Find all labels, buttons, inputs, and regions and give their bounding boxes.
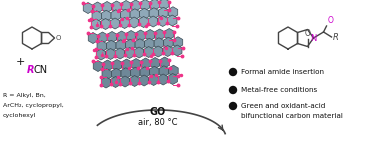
Polygon shape [93,2,102,13]
Polygon shape [150,58,160,68]
Polygon shape [88,33,98,43]
Polygon shape [150,0,160,10]
Polygon shape [150,66,159,77]
Polygon shape [140,67,150,78]
Polygon shape [159,7,168,18]
Polygon shape [116,40,125,51]
Polygon shape [149,8,159,19]
Text: cyclohexyl: cyclohexyl [3,113,36,119]
Polygon shape [120,76,130,87]
Polygon shape [102,2,112,12]
Circle shape [229,68,237,76]
Polygon shape [110,18,120,29]
Polygon shape [155,29,164,40]
Polygon shape [92,11,102,22]
Polygon shape [97,41,107,52]
Text: O: O [327,16,333,25]
Polygon shape [96,49,106,60]
Polygon shape [159,66,169,77]
Polygon shape [112,1,121,12]
Circle shape [229,86,237,93]
Polygon shape [130,67,140,78]
Polygon shape [153,46,163,57]
Polygon shape [139,8,149,19]
Polygon shape [101,18,110,30]
Text: +: + [15,57,25,67]
Polygon shape [129,17,139,28]
Polygon shape [164,29,174,39]
Polygon shape [98,32,107,43]
Polygon shape [172,45,182,56]
Polygon shape [102,69,112,80]
Polygon shape [93,60,103,72]
Text: Green and oxidant-acid: Green and oxidant-acid [241,103,325,109]
Polygon shape [135,39,145,50]
Text: O: O [56,35,61,41]
Polygon shape [168,74,177,84]
Circle shape [229,103,237,109]
Text: air, 80 °C: air, 80 °C [138,119,178,128]
Polygon shape [121,1,131,12]
Polygon shape [117,31,126,42]
Text: N: N [310,34,317,42]
Polygon shape [131,0,140,11]
Polygon shape [164,37,173,48]
Polygon shape [112,59,122,70]
Polygon shape [160,57,169,68]
Polygon shape [121,68,130,79]
Polygon shape [141,58,150,69]
Text: R = Alkyl, Bn,: R = Alkyl, Bn, [3,93,46,99]
Polygon shape [139,16,149,28]
Polygon shape [158,74,168,85]
Polygon shape [167,15,177,26]
Polygon shape [107,40,116,51]
Polygon shape [103,60,112,71]
Polygon shape [102,10,111,21]
Polygon shape [106,49,115,59]
Polygon shape [154,38,164,49]
Text: ArCH₂, cyclopropyl,: ArCH₂, cyclopropyl, [3,104,64,108]
Polygon shape [149,16,158,27]
Polygon shape [121,9,130,20]
Text: CN: CN [34,65,48,75]
Polygon shape [168,7,178,18]
Polygon shape [125,48,134,59]
Polygon shape [140,0,150,11]
Polygon shape [83,3,93,13]
Polygon shape [173,37,183,48]
Text: R: R [333,33,338,41]
Text: Formal amide insertion: Formal amide insertion [241,69,324,75]
Polygon shape [136,30,146,41]
Polygon shape [158,15,167,27]
Polygon shape [111,77,120,87]
Polygon shape [131,59,141,69]
Polygon shape [120,17,129,29]
Polygon shape [115,48,125,59]
Polygon shape [130,76,139,86]
Text: bifunctional carbon material: bifunctional carbon material [241,113,343,119]
Polygon shape [149,75,158,85]
Polygon shape [111,10,121,21]
Text: Metal-free conditions: Metal-free conditions [241,87,317,93]
Polygon shape [169,65,178,76]
Polygon shape [126,31,136,41]
Text: GO: GO [150,107,166,117]
Polygon shape [130,9,139,20]
Polygon shape [122,59,131,70]
Polygon shape [125,39,135,50]
Polygon shape [112,68,121,79]
Polygon shape [101,77,111,88]
Polygon shape [91,19,101,30]
Polygon shape [146,30,155,40]
Polygon shape [139,75,149,86]
Polygon shape [163,45,172,57]
Polygon shape [145,38,154,49]
Polygon shape [134,47,144,58]
Polygon shape [144,46,153,58]
Text: R: R [27,65,34,75]
Polygon shape [107,32,117,42]
Text: O: O [305,29,310,37]
Polygon shape [160,0,169,10]
